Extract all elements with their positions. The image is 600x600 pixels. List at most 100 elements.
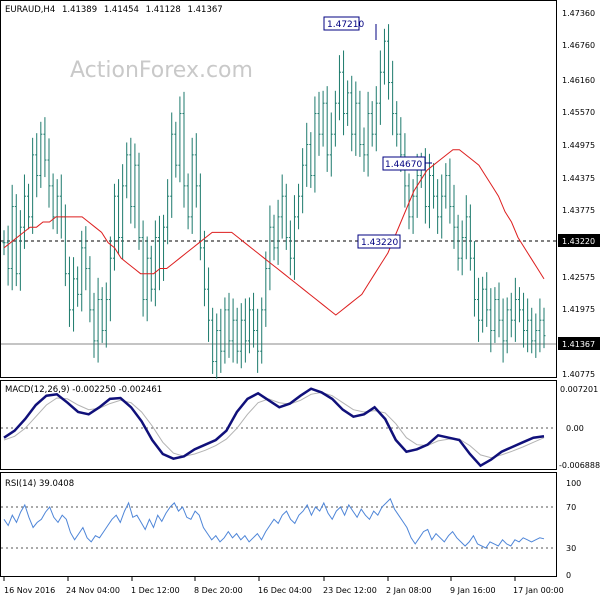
sma-line: [3, 149, 545, 316]
price-bar: [256, 308, 260, 373]
price-bar: [432, 163, 436, 209]
price-bar: [485, 272, 489, 327]
price-bar: [137, 152, 141, 250]
macd-line: [3, 387, 545, 468]
annotation-low-text: 1.43220: [361, 238, 398, 248]
price-bar: [342, 50, 346, 136]
price-bar: [72, 257, 76, 332]
price-bar: [362, 127, 366, 172]
price-bar: [10, 184, 14, 291]
watermark: ActionForex.com: [70, 58, 253, 83]
price-bar: [391, 60, 395, 136]
price-y-ticks: 1.47360 1.46760 1.46160 1.45570 1.44975 …: [562, 9, 595, 379]
price-bar: [387, 24, 391, 100]
price-bar: [198, 173, 202, 261]
price-bar: [243, 298, 247, 363]
rsi-tick: 30: [566, 544, 576, 553]
price-bar: [366, 91, 370, 177]
annotation-high-text: 1.47210: [327, 20, 364, 30]
price-bar: [464, 195, 468, 260]
price-bar: [2, 230, 6, 256]
x-tick-label: 16 Dec 04:00: [258, 586, 312, 595]
rsi-title: RSI(14) 39.0408: [5, 479, 74, 489]
price-tag-resistance: 1.43220: [558, 234, 600, 247]
price-bar: [288, 220, 292, 276]
price-bar: [534, 313, 538, 358]
price-bar: [477, 277, 481, 342]
price-bar: [284, 183, 288, 250]
price-bar: [104, 282, 108, 348]
price-bar: [39, 121, 43, 188]
annotation-mid: 1.44670: [382, 156, 432, 171]
price-bar: [493, 287, 497, 343]
price-tag-current-text: 1.41367: [562, 340, 595, 349]
price-bar: [448, 158, 452, 224]
price-bar: [407, 173, 411, 230]
price-bar: [517, 287, 521, 323]
price-bar: [121, 164, 125, 260]
price-tick: 1.40775: [562, 370, 595, 379]
price-tick: 1.43775: [562, 206, 595, 215]
price-bar: [382, 28, 386, 85]
price-bar: [292, 195, 296, 280]
price-bar: [190, 137, 194, 234]
annotation-high: 1.47210: [323, 16, 377, 40]
price-bar: [260, 297, 264, 364]
price-bar: [497, 282, 501, 338]
header-low: 1.41128: [146, 5, 181, 15]
price-bar: [440, 174, 444, 239]
macd-tick: 0.00: [566, 424, 584, 433]
price-bar: [84, 226, 88, 291]
macd-tick: -0.006888: [559, 461, 600, 470]
price-bar: [301, 148, 305, 214]
rsi-tick: 70: [566, 503, 576, 512]
price-tick: 1.46160: [562, 76, 595, 85]
x-tick-label: 16 Nov 2016: [4, 586, 55, 595]
price-bar: [436, 179, 440, 234]
price-bar: [202, 230, 206, 307]
price-bar: [247, 297, 251, 354]
rsi-tick: 0: [566, 571, 571, 580]
price-bar: [505, 297, 509, 354]
price-bar: [264, 251, 268, 327]
price-bar: [395, 101, 399, 147]
price-tick: 1.44375: [562, 174, 595, 183]
price-bar: [153, 220, 157, 307]
price-bar: [166, 179, 170, 245]
price-bar: [27, 183, 31, 230]
rsi-tick: 100: [566, 479, 581, 488]
price-bar: [88, 256, 92, 323]
price-bar: [354, 81, 358, 156]
price-bar: [276, 199, 280, 265]
header-high: 1.41454: [104, 5, 139, 15]
price-bar: [211, 307, 215, 374]
price-bar: [182, 91, 186, 208]
price-tick: 1.47360: [562, 9, 595, 18]
price-bar: [337, 55, 341, 121]
price-bar: [22, 174, 26, 249]
x-tick-label: 2 Jan 08:00: [386, 586, 432, 595]
price-bar: [178, 96, 182, 183]
price-bar: [374, 86, 378, 152]
x-tick-label: 9 Jan 16:00: [450, 586, 496, 595]
macd-title: MACD(12,26,9) -0.002250 -0.002461: [5, 385, 162, 395]
price-bar: [309, 132, 313, 188]
price-bar: [125, 142, 129, 199]
x-tick-label: 23 Dec 12:00: [323, 586, 377, 595]
price-bar: [321, 90, 325, 147]
price-bar: [333, 90, 337, 147]
price-bar: [252, 292, 256, 348]
price-bar: [280, 174, 284, 239]
price-bar: [223, 297, 227, 364]
x-tick-label: 24 Nov 04:00: [66, 586, 120, 595]
price-bar: [215, 313, 219, 379]
price-bar: [542, 307, 546, 349]
price-bar: [133, 143, 137, 229]
price-bar: [145, 236, 149, 322]
macd-tick: 0.007201: [560, 385, 598, 394]
price-bar: [194, 133, 198, 208]
price-bar: [317, 91, 321, 156]
rsi-line: [3, 497, 545, 549]
header-open: 1.41389: [62, 5, 97, 15]
